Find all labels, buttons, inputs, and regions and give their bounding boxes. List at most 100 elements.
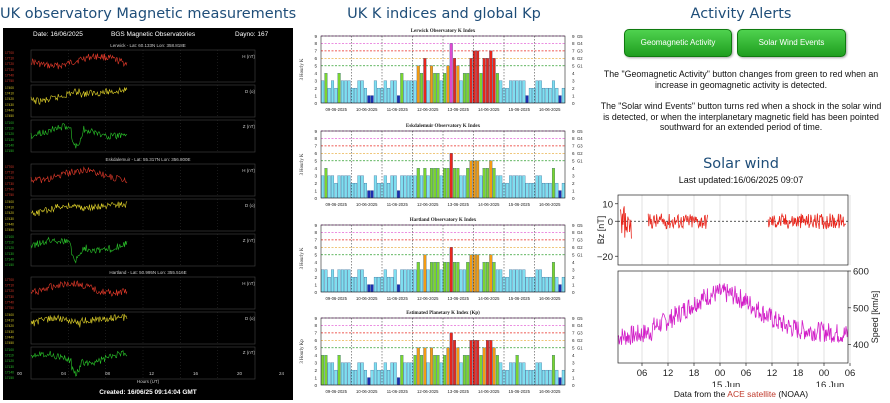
k-chart-lerwick[interactable]: Lerwick Observatory K Index 3 Hourly K 0 0 1… [298, 26, 590, 118]
k-bar [397, 95, 400, 104]
k-bar [469, 58, 473, 104]
k-bar [545, 276, 549, 293]
k-bar [528, 87, 532, 104]
k-left-tick: 4 [314, 260, 317, 265]
ace-satellite-link[interactable]: ACE satellite [727, 389, 776, 399]
k-bar [420, 355, 424, 386]
k-right-tick: 1 [572, 375, 575, 380]
k-left-tick: 8 [314, 41, 317, 46]
sw-x-tick-label: 12 [767, 368, 778, 379]
k-right-tick: 3 [572, 267, 575, 272]
footer-prefix: Data from the [673, 389, 726, 399]
k-bar [522, 362, 526, 386]
mag-y-tick: 17720 [5, 62, 14, 66]
k-right-tick: 2 [572, 86, 575, 91]
k-date-label: 12-06-2025 [417, 389, 439, 394]
k-right-tick: 6 [572, 245, 575, 250]
k-bar [403, 80, 407, 104]
k-bar [522, 269, 526, 293]
k-bar [393, 362, 397, 386]
k-date-label: 15-06-2025 [509, 389, 531, 394]
k-bar [453, 168, 457, 199]
k-bar [413, 80, 417, 104]
k-bar [459, 175, 463, 199]
mag-y-tick: 17730 [5, 182, 14, 186]
k-chart-bg [298, 121, 590, 213]
k-bar [439, 362, 443, 386]
speed-tick-label: 500 [853, 303, 869, 314]
k-bar [390, 80, 394, 104]
k-bar [509, 362, 513, 386]
k-chart-eskdalemuir[interactable]: Eskdalemuir Observatory K Index 3 Hourly … [298, 121, 590, 213]
k-bar [331, 80, 335, 104]
mag-x-label: Hours (UT) [136, 379, 160, 384]
mag-xtick: 24 [279, 371, 285, 376]
k-bar [433, 168, 437, 199]
speed-ylabel: Speed [km/s] [870, 291, 880, 344]
mag-trace-h [30, 166, 128, 184]
k-bar [489, 160, 493, 199]
mag-y-tick: 17710 [5, 57, 14, 61]
k-bar [400, 175, 404, 199]
k-bar [337, 355, 341, 386]
k-bar [443, 355, 447, 386]
k-bar [403, 175, 407, 199]
bz-trace [647, 213, 708, 230]
k-g-label: G5 [577, 316, 583, 321]
k-date-label: 15-06-2025 [509, 296, 531, 301]
mag-y-tick: 17400 [5, 313, 14, 317]
mag-y-tick: 17420 [5, 211, 14, 215]
k-bar [479, 355, 483, 386]
mag-xtick: 20 [237, 371, 243, 376]
speed-tick-label: 400 [853, 340, 869, 351]
k-bar [492, 58, 496, 104]
k-bar [416, 168, 420, 199]
mag-y-tick: 17120 [5, 359, 14, 363]
k-bar [370, 190, 374, 199]
k-bar [542, 276, 546, 293]
k-bar [486, 340, 489, 386]
k-chart-kp[interactable]: Estimated Planetary K Index (Kp) 3 Hourly… [298, 308, 590, 400]
k-bar [538, 269, 542, 293]
k-date-label: 13-06-2025 [448, 107, 470, 112]
k-bar [519, 362, 522, 386]
k-bar [519, 269, 522, 293]
k-bar [436, 168, 440, 199]
k-bar [476, 340, 480, 386]
k-right-tick: 0 [572, 101, 575, 106]
k-bar [515, 355, 519, 386]
sw-frame [617, 270, 849, 364]
mag-y-tick: 17100 [5, 121, 14, 125]
k-bar [416, 262, 420, 293]
k-frame [320, 317, 566, 386]
k-bar [466, 262, 470, 293]
mag-y-tick: 17710 [5, 284, 14, 288]
k-bar [489, 50, 493, 104]
k-date-label: 14-06-2025 [478, 296, 500, 301]
k-g-label: G2 [577, 56, 583, 61]
k-date-label: 14-06-2025 [478, 389, 500, 394]
k-left-tick: 7 [314, 238, 317, 243]
k-bar [449, 332, 453, 386]
mag-trace-d [30, 313, 128, 328]
axis-h-eskdalemuir: H (nT) [242, 168, 255, 173]
mag-y-tick: 17430 [5, 217, 14, 221]
k-bar [453, 262, 457, 293]
k-bar [522, 80, 526, 104]
solar-wind-events-button[interactable]: Solar Wind Events [737, 29, 846, 57]
k-chart-hartland[interactable]: Hartland Observatory K Index 3 Hourly K 0 0… [298, 215, 590, 307]
k-g-label: G3 [577, 238, 583, 243]
k-bar [525, 182, 529, 199]
speed-tick-label: 600 [853, 267, 869, 278]
geomagnetic-activity-button[interactable]: Geomagnetic Activity [624, 29, 732, 57]
k-bar [324, 168, 328, 199]
k-bar [542, 369, 546, 386]
k-bar [373, 175, 377, 199]
mag-y-tick: 17140 [5, 370, 14, 374]
k-bar [469, 160, 473, 199]
k-bar [344, 362, 348, 386]
magnetometer-panel[interactable]: Date: 16/06/2025 BGS Magnetic Observator… [3, 28, 293, 400]
k-bar [364, 182, 367, 199]
magnetometer-heading: UK observatory Magnetic measurements [0, 6, 297, 22]
